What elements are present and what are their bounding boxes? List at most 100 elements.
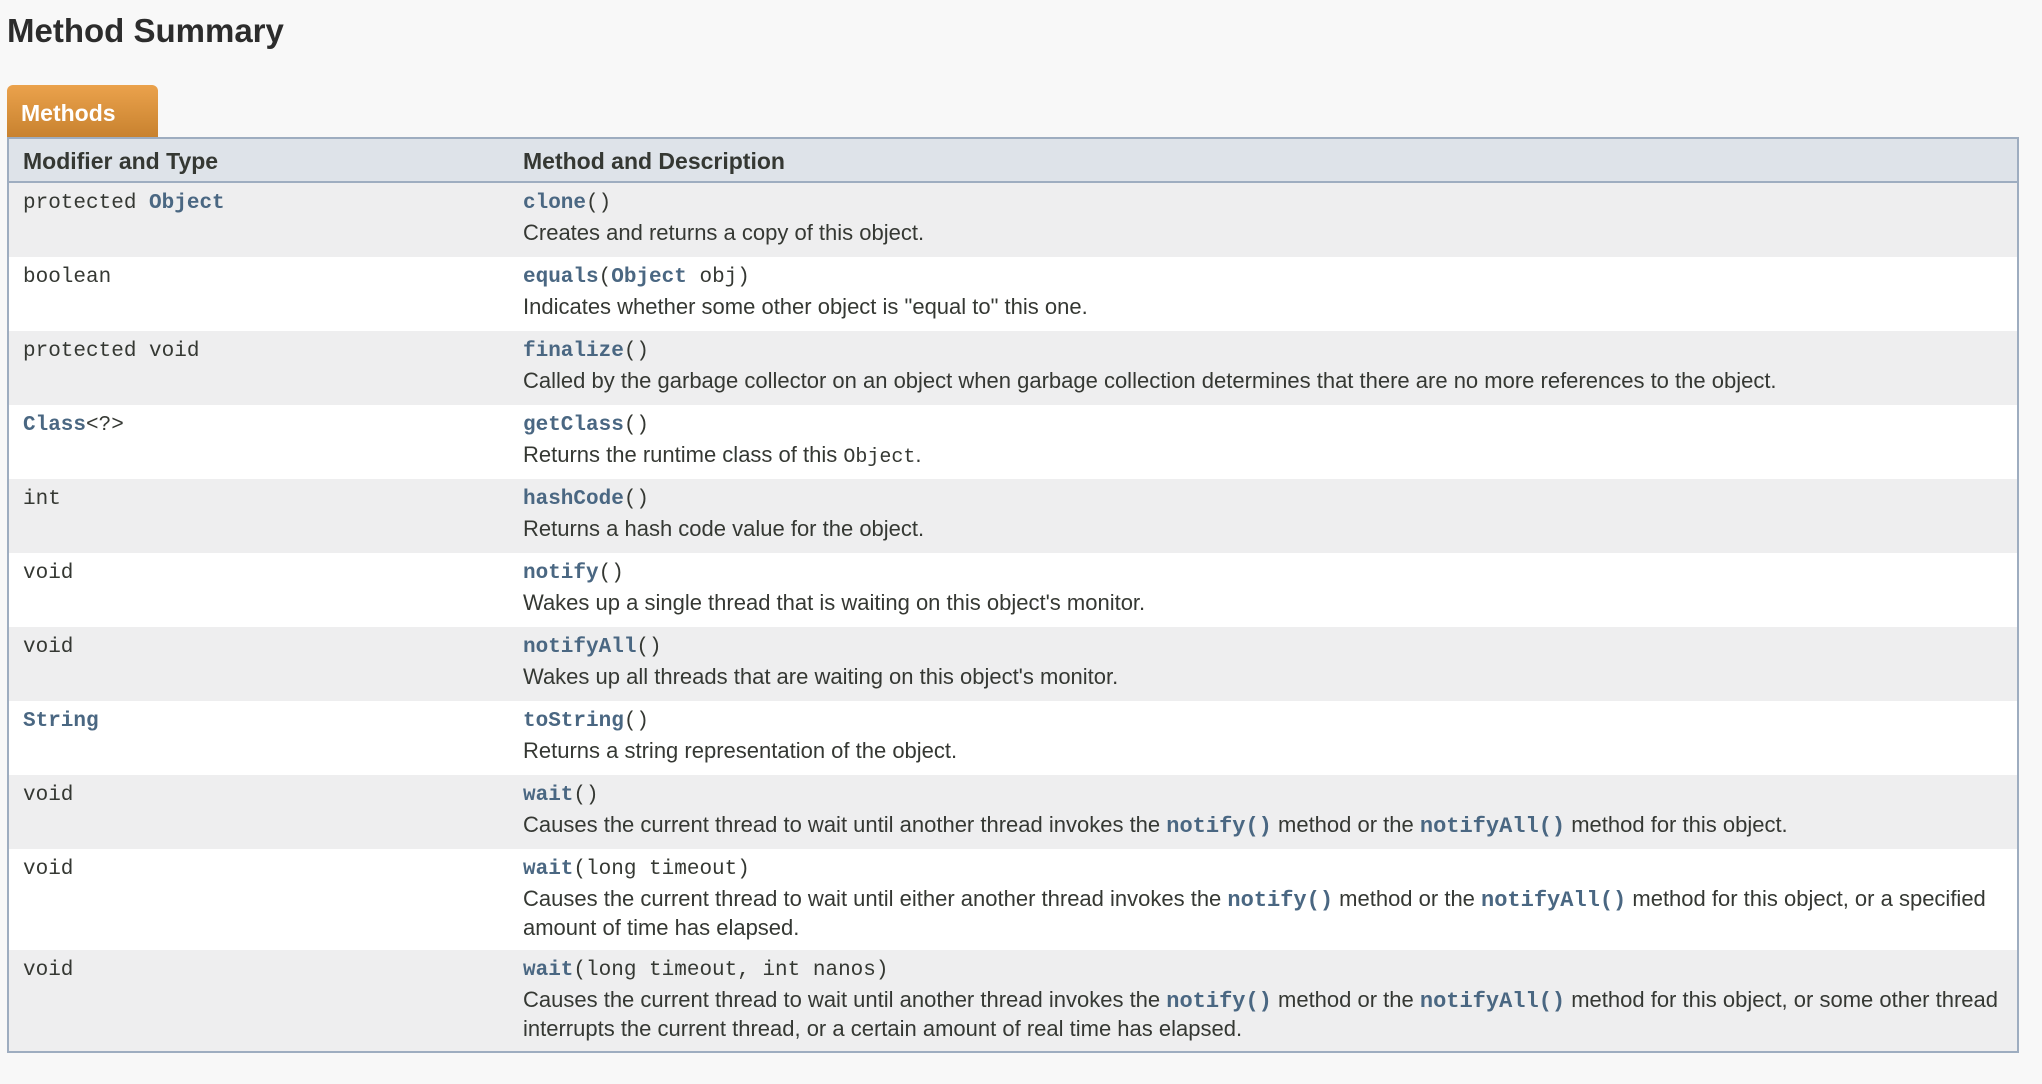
text: int — [23, 488, 61, 511]
text: Returns a string representation of the o… — [523, 738, 958, 763]
text: (long timeout) — [573, 858, 750, 881]
method-signature: notifyAll() — [523, 636, 2009, 659]
tab-methods[interactable]: Methods — [7, 85, 158, 137]
link[interactable]: notifyAll — [523, 636, 637, 659]
text: void — [23, 784, 74, 807]
modifier-type: void — [23, 636, 73, 659]
method-description: Returns a hash code value for the object… — [523, 515, 2009, 542]
link[interactable]: clone — [523, 192, 587, 215]
table-row: protected Object clone() Creates and retur… — [9, 183, 2017, 257]
text: ( — [598, 266, 612, 289]
modifier-type: boolean — [23, 266, 111, 289]
text: () — [623, 710, 650, 733]
tab-methods-label: Methods — [21, 100, 116, 126]
text: obj) — [686, 266, 750, 289]
method-description: Called by the garbage collector on an ob… — [523, 367, 2009, 394]
text: Causes the current thread to wait until … — [523, 812, 1167, 837]
method-signature: notify() — [523, 562, 2009, 585]
link[interactable]: notify — [523, 562, 599, 585]
page-title: Method Summary — [7, 12, 284, 49]
table-row: protected void finalize() Called by the ga… — [9, 331, 2017, 405]
text: Causes the current thread to wait until … — [523, 886, 1228, 911]
link[interactable]: notify() — [1227, 888, 1334, 913]
method-signature: equals(Object obj) — [523, 266, 2009, 289]
modifier-type: protected Object — [23, 192, 225, 215]
link[interactable]: Class — [23, 414, 87, 437]
link[interactable]: equals — [523, 266, 599, 289]
text: protected void — [23, 340, 200, 363]
link[interactable]: wait — [523, 858, 574, 881]
modifier-type: void — [23, 858, 73, 881]
text: method or the — [1333, 886, 1482, 911]
method-signature: clone() — [523, 192, 2009, 215]
method-cell: wait(long timeout) Causes the current thr… — [523, 858, 2009, 941]
method-signature: wait(long timeout) — [523, 858, 2009, 881]
method-description: Wakes up all threads that are waiting on… — [523, 663, 2009, 690]
link[interactable]: hashCode — [523, 488, 624, 511]
table-row: void notifyAll() Wakes up all threads that… — [9, 627, 2017, 701]
text: void — [23, 562, 74, 585]
method-cell: getClass() Returns the runtime class of t… — [523, 414, 2009, 471]
table-header: Modifier and Type Method and Description — [9, 139, 2017, 183]
text: (long timeout, int nanos) — [573, 959, 889, 982]
link[interactable]: finalize — [523, 340, 624, 363]
column-header-method: Method and Description — [523, 148, 785, 174]
text: Called by the garbage collector on an ob… — [523, 368, 1777, 393]
text: () — [598, 562, 624, 585]
table-row: Class<?> getClass() Returns the runtime cl… — [9, 405, 2017, 479]
method-signature: finalize() — [523, 340, 2009, 363]
text: Wakes up a single thread that is waiting… — [523, 590, 1146, 615]
inline-code: Object — [843, 446, 916, 469]
link[interactable]: notifyAll() — [1481, 888, 1627, 913]
method-cell: toString() Returns a string representatio… — [523, 710, 2009, 764]
text: () — [573, 784, 599, 807]
method-cell: clone() Creates and returns a copy of thi… — [523, 192, 2009, 246]
text: method for this object. — [1565, 812, 1788, 837]
link[interactable]: String — [23, 710, 99, 733]
method-cell: equals(Object obj) Indicates whether some… — [523, 266, 2009, 320]
text: () — [586, 192, 612, 215]
text: Returns the runtime class of this — [523, 442, 844, 467]
link[interactable]: Object — [149, 192, 225, 215]
text: () — [623, 414, 650, 437]
text: method or the — [1271, 812, 1420, 837]
modifier-type: String — [23, 710, 99, 733]
method-cell: notify() Wakes up a single thread that is… — [523, 562, 2009, 616]
link[interactable]: notifyAll() — [1419, 814, 1566, 839]
link[interactable]: getClass — [523, 414, 624, 437]
link[interactable]: notify() — [1166, 989, 1272, 1014]
text: . — [915, 442, 922, 467]
text: method for this object, or some other th… — [523, 987, 1998, 1041]
method-summary-table: Modifier and Type Method and Description… — [7, 137, 2019, 1053]
table-row: void wait(long timeout, int nanos) Causes … — [9, 950, 2017, 1051]
table-row: int hashCode() Returns a hash code value f… — [9, 479, 2017, 553]
method-signature: hashCode() — [523, 488, 2009, 511]
method-signature: getClass() — [523, 414, 2009, 437]
method-description: Returns the runtime class of this Object… — [523, 441, 2009, 471]
table-row: void wait() Causes the current thread to w… — [9, 775, 2017, 849]
text: Causes the current thread to wait until … — [523, 987, 1167, 1012]
table-row: boolean equals(Object obj) Indicates wheth… — [9, 257, 2017, 331]
text: void — [23, 636, 74, 659]
text: method or the — [1271, 987, 1420, 1012]
table-row: void wait(long timeout) Causes the current… — [9, 849, 2017, 950]
link[interactable]: notifyAll() — [1419, 989, 1566, 1014]
link[interactable]: wait — [523, 959, 574, 982]
table-row: String toString() Returns a string represe… — [9, 701, 2017, 775]
method-description: Creates and returns a copy of this objec… — [523, 219, 2009, 246]
text: () — [623, 488, 650, 511]
method-signature: wait() — [523, 784, 2009, 807]
text: <?> — [86, 414, 124, 437]
link[interactable]: wait — [523, 784, 574, 807]
modifier-type: Class<?> — [23, 414, 124, 437]
link[interactable]: Object — [611, 266, 687, 289]
link[interactable]: toString — [523, 710, 624, 733]
table-row: void notify() Wakes up a single thread tha… — [9, 553, 2017, 627]
text: void — [23, 959, 74, 982]
text: method for this object, or a specified a… — [523, 886, 1986, 940]
column-header-modifier: Modifier and Type — [23, 148, 219, 174]
method-cell: wait() Causes the current thread to wait … — [523, 784, 2009, 840]
modifier-type: int — [23, 488, 61, 511]
method-signature: toString() — [523, 710, 2009, 733]
link[interactable]: notify() — [1166, 814, 1272, 839]
